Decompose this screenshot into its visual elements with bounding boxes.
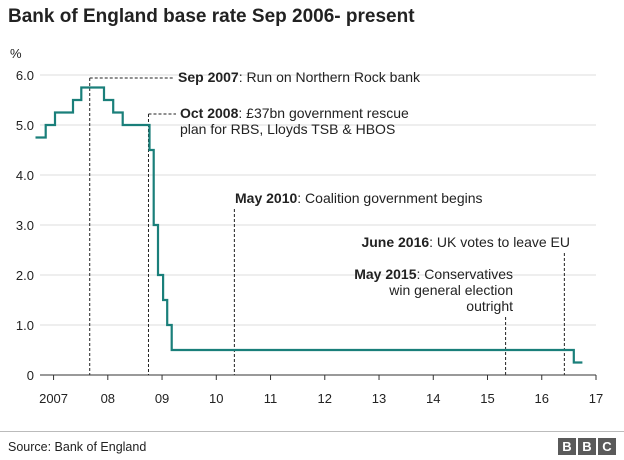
annotation-date: May 2015 [354,266,416,282]
x-tick-label: 10 [209,391,223,406]
chart: % 0 1.0 2.0 3.0 4.0 5.0 6.0 2007 08 09 10 11 12 13 14 1… [10,46,603,406]
y-tick-label: 6.0 [16,68,34,83]
source-note: Source: Bank of England [8,440,147,454]
x-tick-label: 16 [535,391,549,406]
y-tick-label: 4.0 [16,168,34,183]
y-axis-label: % [10,46,22,61]
annotation-date: Sep 2007 [178,69,239,85]
annotation-texts: Sep 2007: Run on Northern Rock bank Oct 2… [178,69,570,314]
annotation-text-line2: plan for RBS, Lloyds TSB & HBOS [180,121,395,137]
annotation-text-line2: win general election [388,282,513,298]
annotation-date: May 2010 [235,190,297,206]
annotation-event: : UK votes to leave EU [429,234,570,250]
bbc-logo-letter: B [578,438,596,455]
annotation-event: : Conservatives [417,266,513,282]
x-tick-label: 15 [480,391,494,406]
annotation-date: Oct 2008 [180,105,239,121]
annotation-event: : Coalition government begins [297,190,482,206]
bbc-logo-letter: C [598,438,616,455]
footer-divider [0,431,624,432]
annotation-lines [89,77,565,375]
bbc-logo-letter: B [558,438,576,455]
series-group [35,86,583,364]
x-tick-label: 14 [426,391,440,406]
annotation-text-line3: outright [466,298,513,314]
annotation-text: May 2010: Coalition government begins [235,190,483,206]
y-tick-label: 5.0 [16,118,34,133]
axes: 0 1.0 2.0 3.0 4.0 5.0 6.0 2007 08 09 10 11 12 13 14 15 1… [16,68,603,406]
bbc-logo: B B C [558,438,616,455]
x-tick-label: 11 [264,391,278,406]
annotation-event: : Run on Northern Rock bank [239,69,421,85]
annotation-event: : £37bn government rescue [238,105,409,121]
chart-title: Bank of England base rate Sep 2006- pres… [8,6,415,27]
annotation-text: Oct 2008: £37bn government rescue [180,105,409,121]
x-tick-label: 2007 [39,391,68,406]
annotation-text: June 2016: UK votes to leave EU [361,234,570,250]
y-tick-label: 2.0 [16,268,34,283]
series-line [35,86,583,364]
x-tick-label: 08 [101,391,115,406]
x-tick-label: 13 [372,391,386,406]
grid-lines [40,74,596,326]
y-tick-label: 0 [27,368,34,383]
annotation-text: Sep 2007: Run on Northern Rock bank [178,69,421,85]
y-tick-label: 1.0 [16,318,34,333]
x-tick-label: 09 [155,391,169,406]
annotation-text: May 2015: Conservatives [354,266,513,282]
annotation-date: June 2016 [361,234,429,250]
y-tick-label: 3.0 [16,218,34,233]
x-tick-label: 12 [318,391,332,406]
x-tick-label: 17 [589,391,603,406]
